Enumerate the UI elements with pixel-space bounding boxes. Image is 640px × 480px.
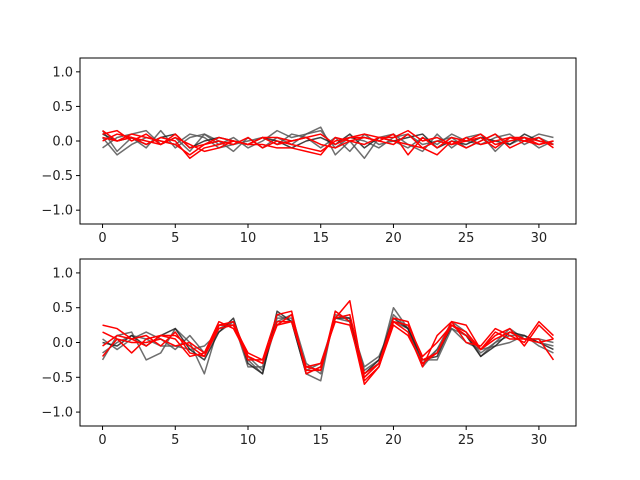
x-tick-label: 5 (171, 231, 179, 246)
x-tick-label: 10 (240, 433, 257, 448)
y-tick-label: −1.0 (41, 406, 73, 421)
x-tick-label: 5 (171, 433, 179, 448)
y-tick-label: 0.0 (52, 336, 73, 351)
y-tick-label: −0.5 (41, 169, 73, 184)
y-tick-label: 0.5 (52, 100, 73, 115)
x-tick-label: 30 (531, 433, 548, 448)
series-line-8 (101, 317, 554, 379)
x-tick-label: 25 (458, 231, 475, 246)
y-tick-label: 0.5 (52, 301, 73, 316)
x-tick-label: 20 (385, 433, 402, 448)
y-tick-label: −0.5 (41, 371, 73, 386)
series-line-6 (102, 133, 554, 156)
x-tick-label: 10 (240, 231, 257, 246)
x-tick-label: 0 (98, 433, 106, 448)
x-tick-label: 25 (458, 433, 475, 448)
x-tick-label: 15 (312, 433, 329, 448)
x-tick-label: 0 (98, 231, 106, 246)
x-tick-label: 15 (312, 231, 329, 246)
x-tick-label: 30 (531, 231, 548, 246)
top-subplot: 0 5 10 15 20 25 30 −1.0 −0.5 0.0 0.5 1.0 (41, 57, 577, 246)
x-tick-label: 20 (385, 231, 402, 246)
y-tick-label: 1.0 (52, 266, 73, 281)
bottom-subplot: 0 5 10 15 20 25 30 −1.0 −0.5 0.0 0.5 1.0 (41, 258, 577, 448)
y-tick-label: −1.0 (41, 204, 73, 219)
series-line-8 (102, 133, 554, 160)
y-tick-label: 1.0 (52, 65, 73, 80)
y-tick-label: 0.0 (52, 135, 73, 150)
